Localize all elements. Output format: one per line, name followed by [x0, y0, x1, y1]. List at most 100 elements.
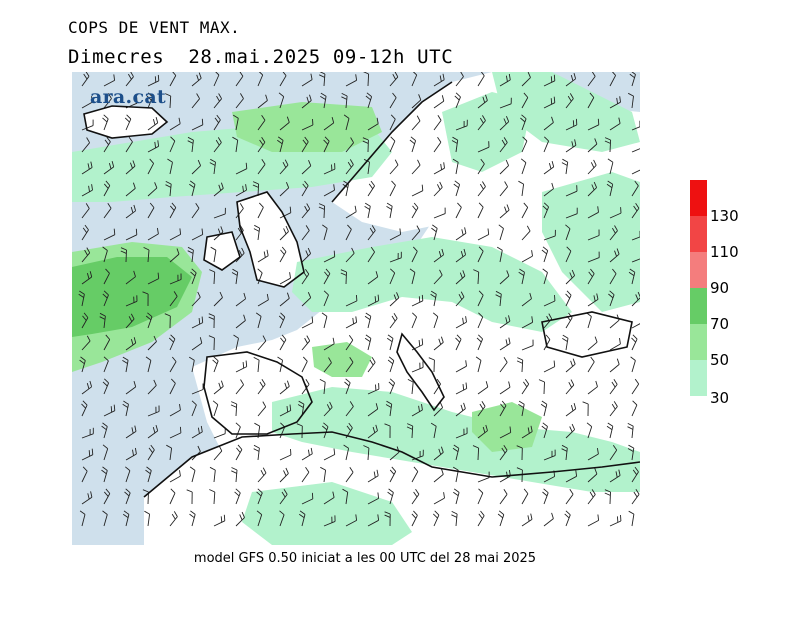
wind-barb [169, 207, 177, 219]
wind-barb [631, 272, 636, 285]
wind-barb-feather [104, 139, 109, 145]
wind-barb [235, 272, 239, 285]
wind-barb-feather [284, 382, 288, 389]
land-ireland [204, 232, 240, 270]
wind-barb-feather [415, 488, 420, 495]
wind-barb-feather [550, 76, 553, 83]
wind-barb [81, 101, 93, 109]
wind-barb [279, 514, 285, 527]
wind-barb [631, 169, 640, 175]
wind-barb-feather [375, 271, 379, 278]
wind-barb [433, 497, 445, 505]
wind-barb [191, 342, 203, 351]
wind-barb-feather [590, 162, 595, 168]
wind-barb-feather [218, 184, 222, 191]
wind-barb-feather [569, 426, 573, 433]
wind-barb [565, 250, 572, 263]
legend-swatch-30-50 [690, 360, 707, 396]
wind-barb [147, 163, 154, 175]
wind-barb-feather [346, 425, 351, 431]
wind-barb-feather [516, 445, 523, 449]
wind-barb-feather [384, 511, 391, 515]
wind-barb [323, 294, 329, 307]
wind-barb [499, 228, 504, 241]
wind-band-northeast [492, 72, 640, 152]
wind-barb-feather [518, 271, 525, 276]
wind-barb-feather [543, 202, 549, 208]
wind-barb-feather [171, 513, 176, 520]
wind-barb-feather [123, 510, 130, 515]
wind-barb [169, 361, 177, 373]
wind-barb-feather [566, 246, 572, 252]
wind-barb-feather [165, 93, 171, 97]
wind-barb-feather [365, 312, 372, 317]
legend-swatch-90-110 [690, 252, 707, 288]
wind-barb [257, 514, 263, 527]
wind-barb-feather [628, 271, 635, 276]
wind-barb-feather [461, 229, 464, 236]
wind-barb [81, 496, 93, 505]
wind-barb-feather [465, 316, 467, 323]
wind-barb-feather [343, 444, 349, 449]
wind-barb-feather [530, 513, 533, 520]
wind-barb-feather [632, 400, 638, 406]
wind-barb-feather [286, 116, 290, 123]
wind-barb [609, 426, 614, 439]
wind-barb-feather [209, 162, 216, 166]
wind-barb-feather [518, 404, 524, 408]
wind-barb-feather [215, 139, 220, 146]
wind-barb-feather [635, 489, 640, 495]
wind-barb [521, 272, 525, 285]
wind-barb-feather [616, 358, 620, 365]
wind-barb-feather [529, 292, 532, 299]
wind-barb-feather [238, 250, 243, 256]
wind-barb-feather [392, 73, 396, 80]
wind-barb-feather [318, 206, 325, 210]
wind-barb [257, 141, 266, 153]
wind-barb-feather [232, 136, 238, 141]
wind-barb [103, 141, 111, 153]
wind-barb-feather [389, 378, 395, 384]
wind-barb-feather [166, 444, 172, 449]
wind-barb-feather [212, 400, 219, 405]
wind-barb-feather [503, 357, 508, 363]
wind-barb [411, 366, 424, 373]
wind-barb-feather [385, 404, 392, 408]
land-british-isles [237, 192, 304, 287]
wind-barb [411, 207, 419, 219]
wind-barb-feather [418, 340, 421, 347]
wind-barb-feather [297, 404, 304, 408]
wind-barb [125, 318, 135, 329]
wind-barb-feather [413, 510, 418, 516]
wind-barb-feather [478, 202, 484, 208]
wind-barb-feather [457, 202, 462, 208]
wind-barb-feather [201, 118, 204, 125]
wind-barb-feather [256, 491, 262, 497]
wind-barb-feather [614, 250, 618, 257]
wind-barb-feather [565, 293, 571, 299]
wind-barb-feather [391, 466, 397, 472]
wind-barb-feather [305, 225, 310, 231]
wind-barb [235, 492, 241, 505]
wind-barb-feather [320, 92, 327, 97]
wind-barb-feather [412, 205, 417, 211]
wind-barb [81, 76, 90, 87]
wind-barb [279, 187, 290, 197]
wind-barb [301, 165, 312, 175]
wind-barb [257, 316, 262, 329]
wind-barb [103, 316, 106, 329]
wind-barb-feather [569, 93, 574, 99]
wind-barb-feather [83, 73, 88, 80]
wind-barb [543, 476, 555, 483]
wind-barb [213, 142, 222, 153]
wind-barb-feather [261, 379, 266, 385]
wind-barb-feather [286, 292, 290, 299]
wind-barb-feather [635, 294, 639, 301]
wind-barb [389, 297, 400, 307]
ara-cat-logo[interactable]: ara.cat [90, 86, 167, 108]
wind-barb [81, 229, 89, 241]
wind-barb [565, 190, 578, 197]
wind-barb-feather [170, 334, 176, 340]
wind-barb [367, 408, 378, 417]
wind-barb [565, 98, 574, 109]
